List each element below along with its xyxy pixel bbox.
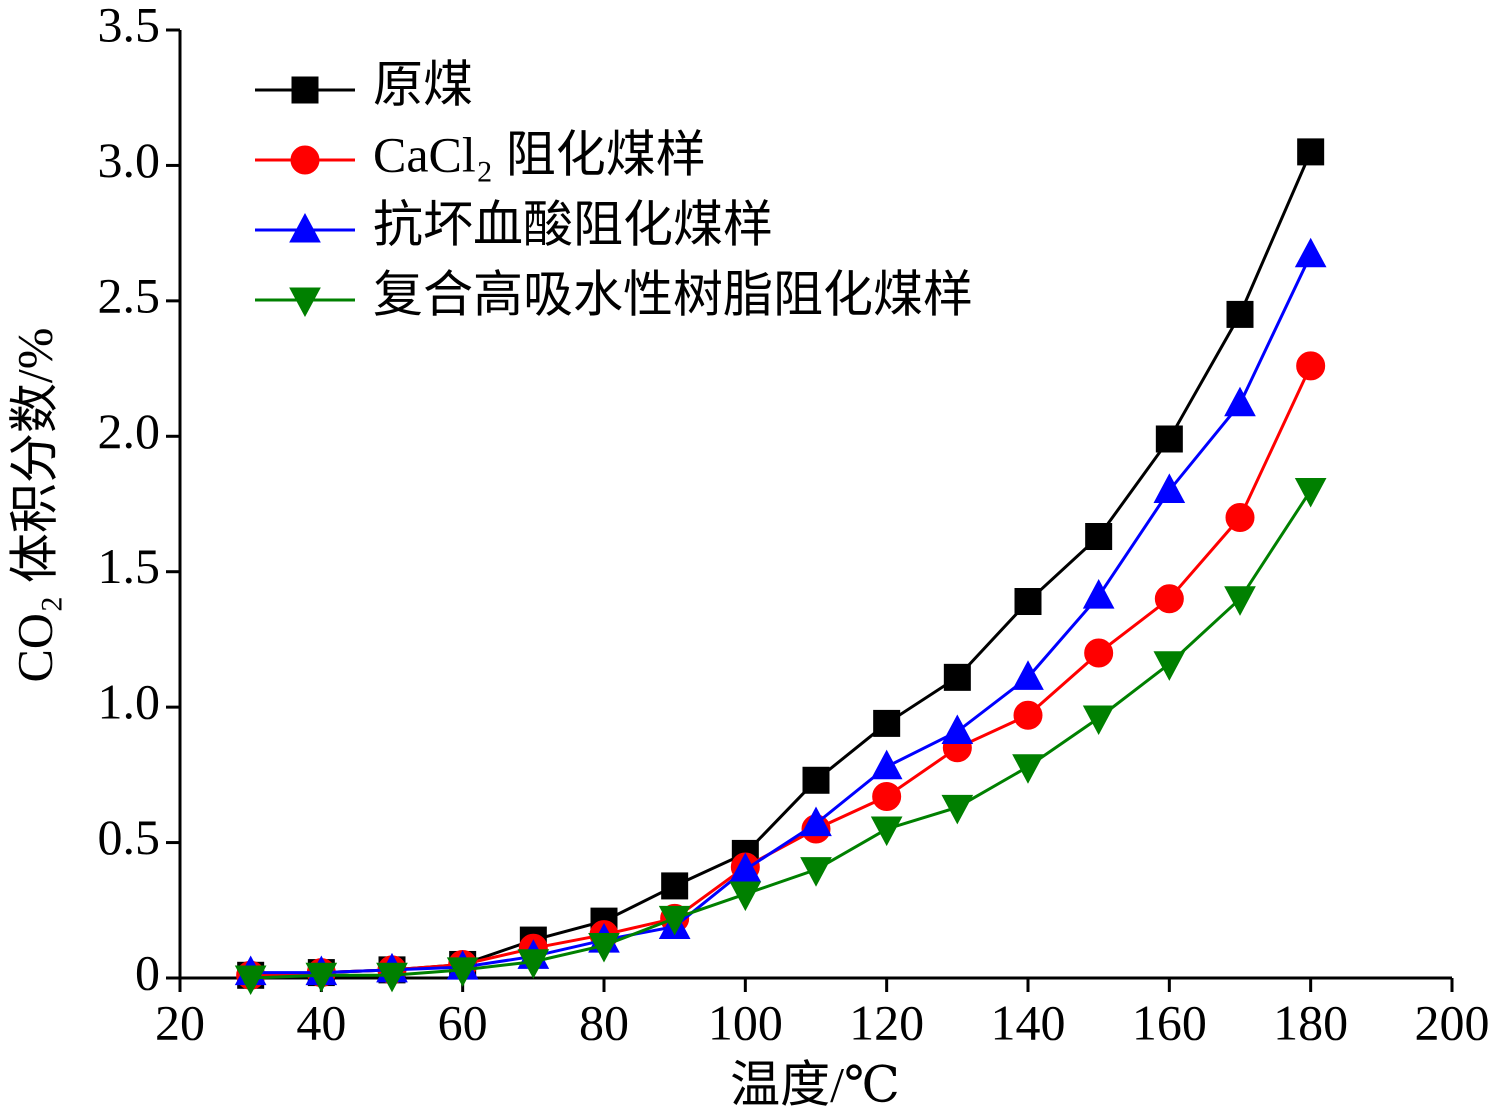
data-point <box>941 714 974 745</box>
y-tick-label: 0.5 <box>98 809 161 865</box>
data-point <box>588 932 620 963</box>
data-point <box>941 794 974 825</box>
x-axis-label: 温度/℃ <box>730 1056 900 1112</box>
x-tick-label: 200 <box>1415 994 1490 1050</box>
y-tick-label: 0 <box>135 944 160 1000</box>
legend-label: 原煤 <box>373 56 473 112</box>
data-point <box>729 881 762 912</box>
x-tick-label: 60 <box>438 994 488 1050</box>
data-point <box>1012 754 1044 784</box>
legend-marker <box>289 212 321 243</box>
data-point <box>658 905 691 936</box>
y-tick-label: 3.5 <box>98 0 161 52</box>
legend-marker <box>290 145 320 175</box>
data-point <box>873 709 901 737</box>
x-tick-label: 120 <box>849 994 924 1050</box>
data-point <box>661 872 689 900</box>
data-point <box>1224 386 1256 417</box>
y-axis-label: CO₂ 体积分数/% <box>6 328 62 683</box>
x-tick-label: 160 <box>1132 994 1207 1050</box>
y-tick-label: 2.5 <box>98 267 161 323</box>
data-point <box>1226 300 1254 328</box>
legend-marker <box>291 76 319 104</box>
data-point <box>1296 351 1326 381</box>
data-point <box>1224 586 1256 616</box>
data-point <box>800 806 832 837</box>
data-point <box>1014 588 1042 616</box>
data-point <box>1153 651 1186 681</box>
data-point <box>1294 237 1327 268</box>
data-point <box>234 965 267 996</box>
x-tick-label: 180 <box>1273 994 1348 1050</box>
legend-marker <box>289 287 321 318</box>
series-line <box>250 489 1312 980</box>
data-point <box>446 957 479 987</box>
legend-label: 复合高吸水性树脂阻化煤样 <box>373 266 973 322</box>
y-tick-label: 1.5 <box>98 538 161 594</box>
data-point <box>1013 700 1043 730</box>
data-point <box>1082 705 1115 736</box>
data-point <box>1082 579 1115 609</box>
data-point <box>1153 473 1186 503</box>
data-point <box>872 782 902 812</box>
data-point <box>1084 638 1114 668</box>
y-tick-label: 1.0 <box>98 674 161 730</box>
data-point <box>800 857 832 887</box>
x-tick-label: 80 <box>579 994 629 1050</box>
x-tick-label: 140 <box>991 994 1066 1050</box>
data-point <box>1012 660 1044 690</box>
data-point <box>870 749 903 780</box>
y-tick-label: 2.0 <box>98 403 161 459</box>
data-point <box>1155 425 1183 453</box>
data-point <box>802 766 830 794</box>
x-tick-label: 20 <box>155 994 205 1050</box>
legend-label: 抗坏血酸阻化煤样 <box>373 196 773 252</box>
data-point <box>1297 138 1325 166</box>
data-point <box>376 962 408 993</box>
data-point <box>1294 477 1327 508</box>
y-tick-label: 3.0 <box>98 132 161 188</box>
data-point <box>943 663 971 691</box>
series-line <box>250 365 1313 977</box>
x-tick-label: 40 <box>296 994 346 1050</box>
data-point <box>305 962 338 993</box>
data-point <box>1085 523 1113 551</box>
data-point <box>1225 503 1255 533</box>
data-point <box>870 816 903 847</box>
legend-label: CaCl₂ 阻化煤样 <box>373 126 706 182</box>
data-point <box>517 949 550 979</box>
data-point <box>1154 584 1184 614</box>
series-line <box>250 254 1313 975</box>
x-tick-label: 100 <box>708 994 783 1050</box>
